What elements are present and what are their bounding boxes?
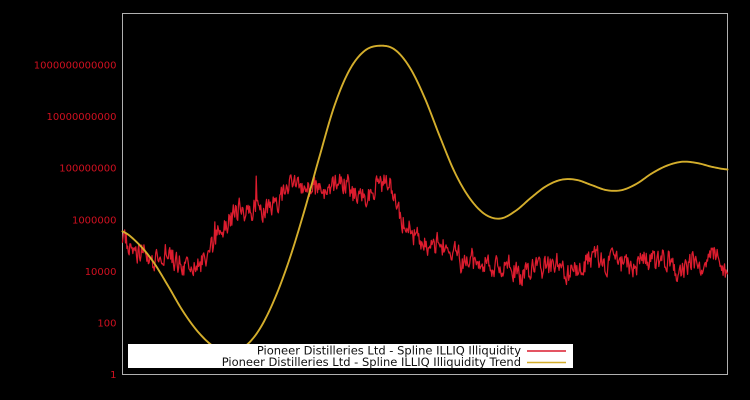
series-illiquidity-line bbox=[121, 173, 729, 287]
legend-label: Pioneer Distilleries Ltd - Spline ILLIQ … bbox=[257, 344, 521, 358]
chart-legend[interactable]: Pioneer Distilleries Ltd - Spline ILLIQ … bbox=[128, 344, 573, 370]
legend-label: Pioneer Distilleries Ltd - Spline ILLIQ … bbox=[222, 355, 521, 369]
legend-background bbox=[128, 344, 573, 368]
y-tick-label: 10000000000 bbox=[47, 112, 117, 123]
y-tick-label: 1000000 bbox=[72, 215, 117, 226]
y-tick-label: 100 bbox=[97, 318, 116, 329]
y-tick-label: 10000 bbox=[85, 267, 117, 278]
y-tick-label: 100000000 bbox=[59, 164, 116, 175]
plot-frame bbox=[122, 13, 728, 375]
y-tick-label: 1000000000000 bbox=[34, 61, 117, 72]
y-tick-label: 1 bbox=[110, 370, 116, 381]
y-axis-tick-labels: 1 100 10000 1000000 100000000 10000000000 1000… bbox=[34, 61, 117, 381]
